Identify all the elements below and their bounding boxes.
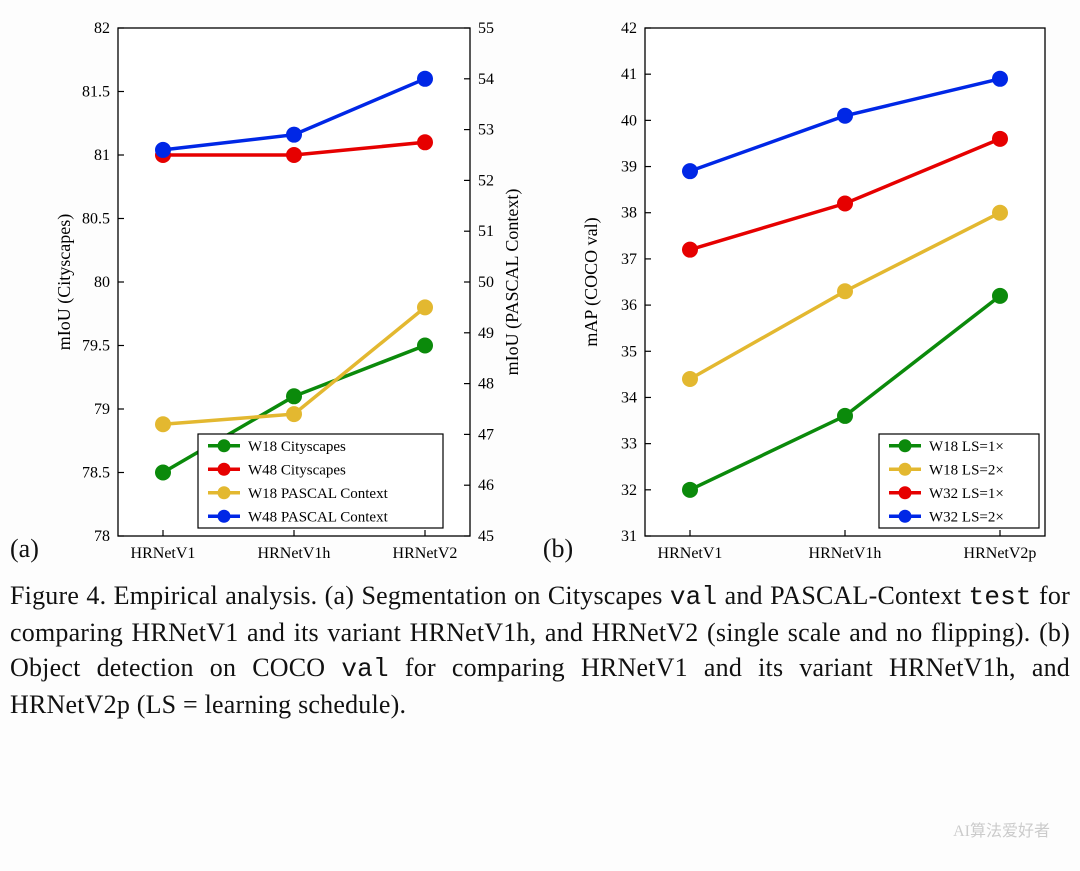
panel-a-label: (a)	[10, 534, 39, 564]
svg-text:W18 LS=2×: W18 LS=2×	[929, 462, 1004, 478]
svg-text:W32 LS=1×: W32 LS=1×	[929, 486, 1004, 502]
svg-text:78: 78	[94, 528, 110, 545]
svg-text:31: 31	[621, 528, 637, 545]
svg-text:W48 PASCAL Context: W48 PASCAL Context	[248, 509, 389, 525]
svg-text:79.5: 79.5	[82, 338, 110, 355]
svg-text:mAP (COCO val): mAP (COCO val)	[581, 217, 602, 346]
chart-b: 31 32 33 34 35 36 37 38 39 40 41 42 HRNetV1 HRNetV1h H…	[577, 10, 1067, 570]
svg-text:53: 53	[478, 122, 494, 139]
svg-text:38: 38	[621, 205, 637, 222]
svg-text:W18 PASCAL Context: W18 PASCAL Context	[248, 486, 389, 502]
svg-text:79: 79	[94, 401, 110, 418]
chart-a: 78 78.5 79 79.5 80 80.5 81 81.5 82 45 46 47 48 49 50 51…	[43, 10, 533, 570]
figure-4: (a) 78 78.5 79 79.5 80 80.5 81 81.5 82 45 46 47 48 49…	[10, 10, 1070, 722]
caption-mid1: and PASCAL-Context	[717, 581, 968, 610]
svg-text:39: 39	[621, 159, 637, 176]
svg-text:37: 37	[621, 251, 637, 268]
svg-text:80: 80	[94, 274, 110, 291]
svg-text:54: 54	[478, 71, 494, 88]
svg-text:80.5: 80.5	[82, 211, 110, 228]
svg-text:49: 49	[478, 325, 494, 342]
svg-text:52: 52	[478, 172, 494, 189]
panels-row: (a) 78 78.5 79 79.5 80 80.5 81 81.5 82 45 46 47 48 49…	[10, 10, 1070, 570]
svg-text:46: 46	[478, 477, 494, 494]
svg-text:W32 LS=2×: W32 LS=2×	[929, 509, 1004, 525]
svg-text:78.5: 78.5	[82, 465, 110, 482]
svg-text:W18 Cityscapes: W18 Cityscapes	[248, 439, 346, 455]
svg-text:32: 32	[621, 482, 637, 499]
svg-text:HRNetV1h: HRNetV1h	[809, 545, 882, 562]
svg-text:36: 36	[621, 297, 637, 314]
svg-text:35: 35	[621, 343, 637, 360]
svg-text:HRNetV1: HRNetV1	[658, 545, 723, 562]
svg-text:82: 82	[94, 20, 110, 37]
panel-b-wrap: (b) 31 32 33 34 35 36 37 38 39 40 41 42 HRNetV1 HRNet…	[543, 10, 1067, 570]
svg-text:mIoU (Cityscapes): mIoU (Cityscapes)	[54, 214, 75, 350]
svg-text:W18 LS=1×: W18 LS=1×	[929, 439, 1004, 455]
svg-text:48: 48	[478, 376, 494, 393]
svg-text:45: 45	[478, 528, 494, 545]
caption-prefix: Figure 4. Empirical analysis.	[10, 581, 325, 610]
svg-text:40: 40	[621, 112, 637, 129]
caption-val2: val	[341, 654, 388, 684]
svg-text:81.5: 81.5	[82, 84, 110, 101]
svg-text:55: 55	[478, 20, 494, 37]
svg-text:HRNetV1h: HRNetV1h	[257, 545, 330, 562]
watermark-text: AI算法爱好者	[953, 817, 1050, 841]
svg-text:47: 47	[478, 426, 494, 443]
svg-text:42: 42	[621, 20, 637, 37]
figure-caption: Figure 4. Empirical analysis. (a) Segmen…	[10, 578, 1070, 722]
svg-text:41: 41	[621, 66, 637, 83]
caption-val1: val	[670, 582, 717, 612]
svg-text:HRNetV1: HRNetV1	[130, 545, 195, 562]
svg-text:HRNetV2: HRNetV2	[392, 545, 457, 562]
caption-test: test	[969, 582, 1032, 612]
panel-a-wrap: (a) 78 78.5 79 79.5 80 80.5 81 81.5 82 45 46 47 48 49…	[10, 10, 533, 570]
svg-text:50: 50	[478, 274, 494, 291]
caption-a: (a) Segmentation on Cityscapes	[325, 581, 670, 610]
panel-b-label: (b)	[543, 534, 573, 564]
svg-text:33: 33	[621, 436, 637, 453]
svg-text:51: 51	[478, 223, 494, 240]
svg-text:W48 Cityscapes: W48 Cityscapes	[248, 462, 346, 478]
svg-text:HRNetV2p: HRNetV2p	[964, 545, 1037, 562]
svg-text:81: 81	[94, 147, 110, 164]
svg-text:mIoU (PASCAL Context): mIoU (PASCAL Context)	[502, 189, 523, 376]
svg-text:34: 34	[621, 389, 637, 406]
